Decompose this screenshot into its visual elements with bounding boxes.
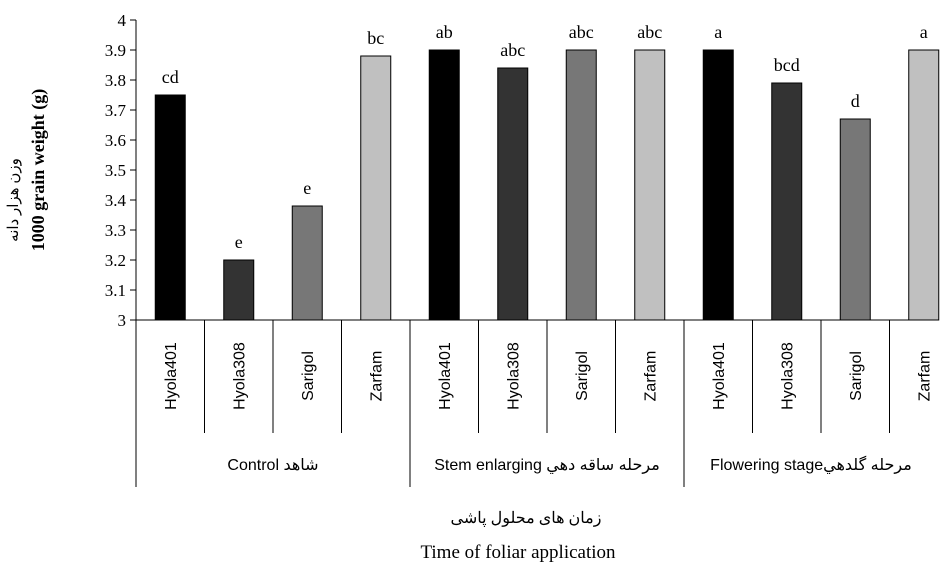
bar — [565, 49, 597, 321]
x-axis-label-fa: زمان های محلول پاشی — [451, 510, 602, 527]
y-tick-label: 3 — [118, 311, 127, 330]
bar-letter-label: a — [714, 22, 722, 42]
bar-letter-label: e — [303, 178, 311, 198]
group-label: Flowering stageمرحله گلدهي — [710, 455, 912, 475]
y-tick-label: 3.2 — [105, 251, 126, 270]
bar-letter-label: abc — [500, 40, 525, 60]
x-tick-label: Hyola308 — [505, 342, 522, 410]
x-tick-label: Zarfam — [642, 351, 659, 402]
y-tick-label: 3.1 — [105, 281, 126, 300]
x-tick-label: Hyola401 — [711, 342, 728, 410]
bar — [634, 49, 666, 321]
bar — [428, 49, 460, 321]
x-tick-label: Hyola401 — [437, 342, 454, 410]
y-tick-label: 4 — [118, 11, 127, 30]
bar — [154, 94, 186, 321]
x-tick-label: Hyola308 — [231, 342, 248, 410]
y-tick-label: 3.7 — [105, 101, 127, 120]
bar — [908, 49, 940, 321]
bars: cd e e bc ab abc abc abc a bcd d a — [154, 22, 940, 321]
bar — [771, 82, 803, 321]
bar-letter-label: bcd — [774, 55, 800, 75]
bar — [360, 55, 392, 321]
bar-letter-label: abc — [569, 22, 594, 42]
x-tick-label: Hyola308 — [779, 342, 796, 410]
x-tick-label: Zarfam — [368, 351, 385, 402]
bar-letter-label: abc — [637, 22, 662, 42]
x-tick-label: Sarigol — [848, 351, 865, 401]
x-tick-label: Sarigol — [300, 351, 317, 401]
bar-letter-label: e — [235, 232, 243, 252]
bar-letter-label: d — [851, 91, 860, 111]
y-axis-label: 1000 grain weight (g) — [28, 89, 49, 251]
x-tick-label: Sarigol — [574, 351, 591, 401]
x-tick-label: Zarfam — [916, 351, 933, 402]
y-axis-label-fa: وزن هزار دانه — [6, 158, 22, 242]
bar-letter-label: a — [920, 22, 928, 42]
y-axis: 3 3.1 3.2 3.3 3.4 3.5 3.6 3.7 3.8 3.9 4 — [105, 11, 137, 330]
y-tick-label: 3.6 — [105, 131, 126, 150]
x-axis: Hyola401 Hyola308 Sarigol Zarfam Control شاه… — [135, 319, 938, 487]
group-label: Control شاهد — [227, 457, 318, 474]
bar — [497, 67, 529, 321]
x-axis-label: Time of foliar application — [420, 542, 616, 563]
bar-letter-label: cd — [162, 67, 179, 87]
bar — [291, 205, 323, 321]
y-tick-label: 3.8 — [105, 71, 126, 90]
x-tick-label: Hyola401 — [163, 342, 180, 410]
y-tick-label: 3.9 — [105, 41, 126, 60]
bar-letter-label: ab — [436, 22, 453, 42]
y-tick-label: 3.3 — [105, 221, 126, 240]
group-label: Stem enlarging مرحله ساقه دهي — [434, 457, 660, 475]
y-tick-label: 3.4 — [105, 191, 127, 210]
bar-letter-label: bc — [367, 28, 384, 48]
bar — [839, 118, 871, 321]
bar — [223, 259, 255, 321]
y-tick-label: 3.5 — [105, 161, 126, 180]
bar — [702, 49, 734, 321]
